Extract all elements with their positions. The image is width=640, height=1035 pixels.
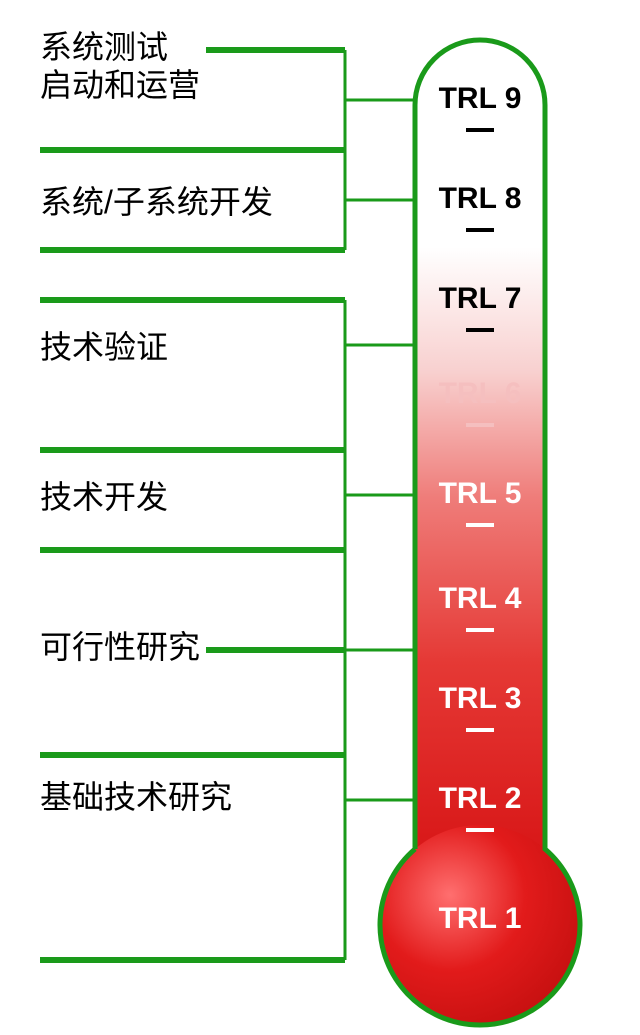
phase-label: 可行性研究 xyxy=(40,628,200,666)
phase-label-box: 系统/子系统开发 xyxy=(38,181,279,223)
trl-tick xyxy=(466,128,494,132)
phase-label: 系统/子系统开发 xyxy=(40,183,273,221)
trl-label: TRL 1 xyxy=(430,902,530,936)
trl-tick xyxy=(466,728,494,732)
phase-label-box: 系统测试 启动和运营 xyxy=(38,26,206,107)
phase-label-box: 技术验证 xyxy=(38,326,174,368)
phase-label-box: 基础技术研究 xyxy=(38,776,238,818)
trl-label: TRL 9 xyxy=(430,82,530,116)
phase-label: 基础技术研究 xyxy=(40,778,232,816)
trl-label: TRL 5 xyxy=(430,477,530,511)
trl-tick xyxy=(466,228,494,232)
trl-tick xyxy=(466,828,494,832)
trl-label: TRL 4 xyxy=(430,582,530,616)
trl-tick xyxy=(466,523,494,527)
phase-label-box: 可行性研究 xyxy=(38,626,206,668)
phase-label-box: 技术开发 xyxy=(38,476,174,518)
trl-label: TRL 7 xyxy=(430,282,530,316)
diagram-stage: 系统测试 启动和运营系统/子系统开发技术验证技术开发可行性研究基础技术研究 TRL… xyxy=(0,0,640,1035)
trl-label: TRL 3 xyxy=(430,682,530,716)
phase-label: 技术开发 xyxy=(40,478,168,516)
phase-label: 系统测试 启动和运营 xyxy=(40,28,200,105)
trl-tick xyxy=(466,423,494,427)
trl-label: TRL 6 xyxy=(430,377,530,411)
phase-label: 技术验证 xyxy=(40,328,168,366)
trl-tick xyxy=(466,328,494,332)
trl-label: TRL 8 xyxy=(430,182,530,216)
thermometer-tube xyxy=(415,40,545,870)
trl-label: TRL 2 xyxy=(430,782,530,816)
trl-tick xyxy=(466,628,494,632)
